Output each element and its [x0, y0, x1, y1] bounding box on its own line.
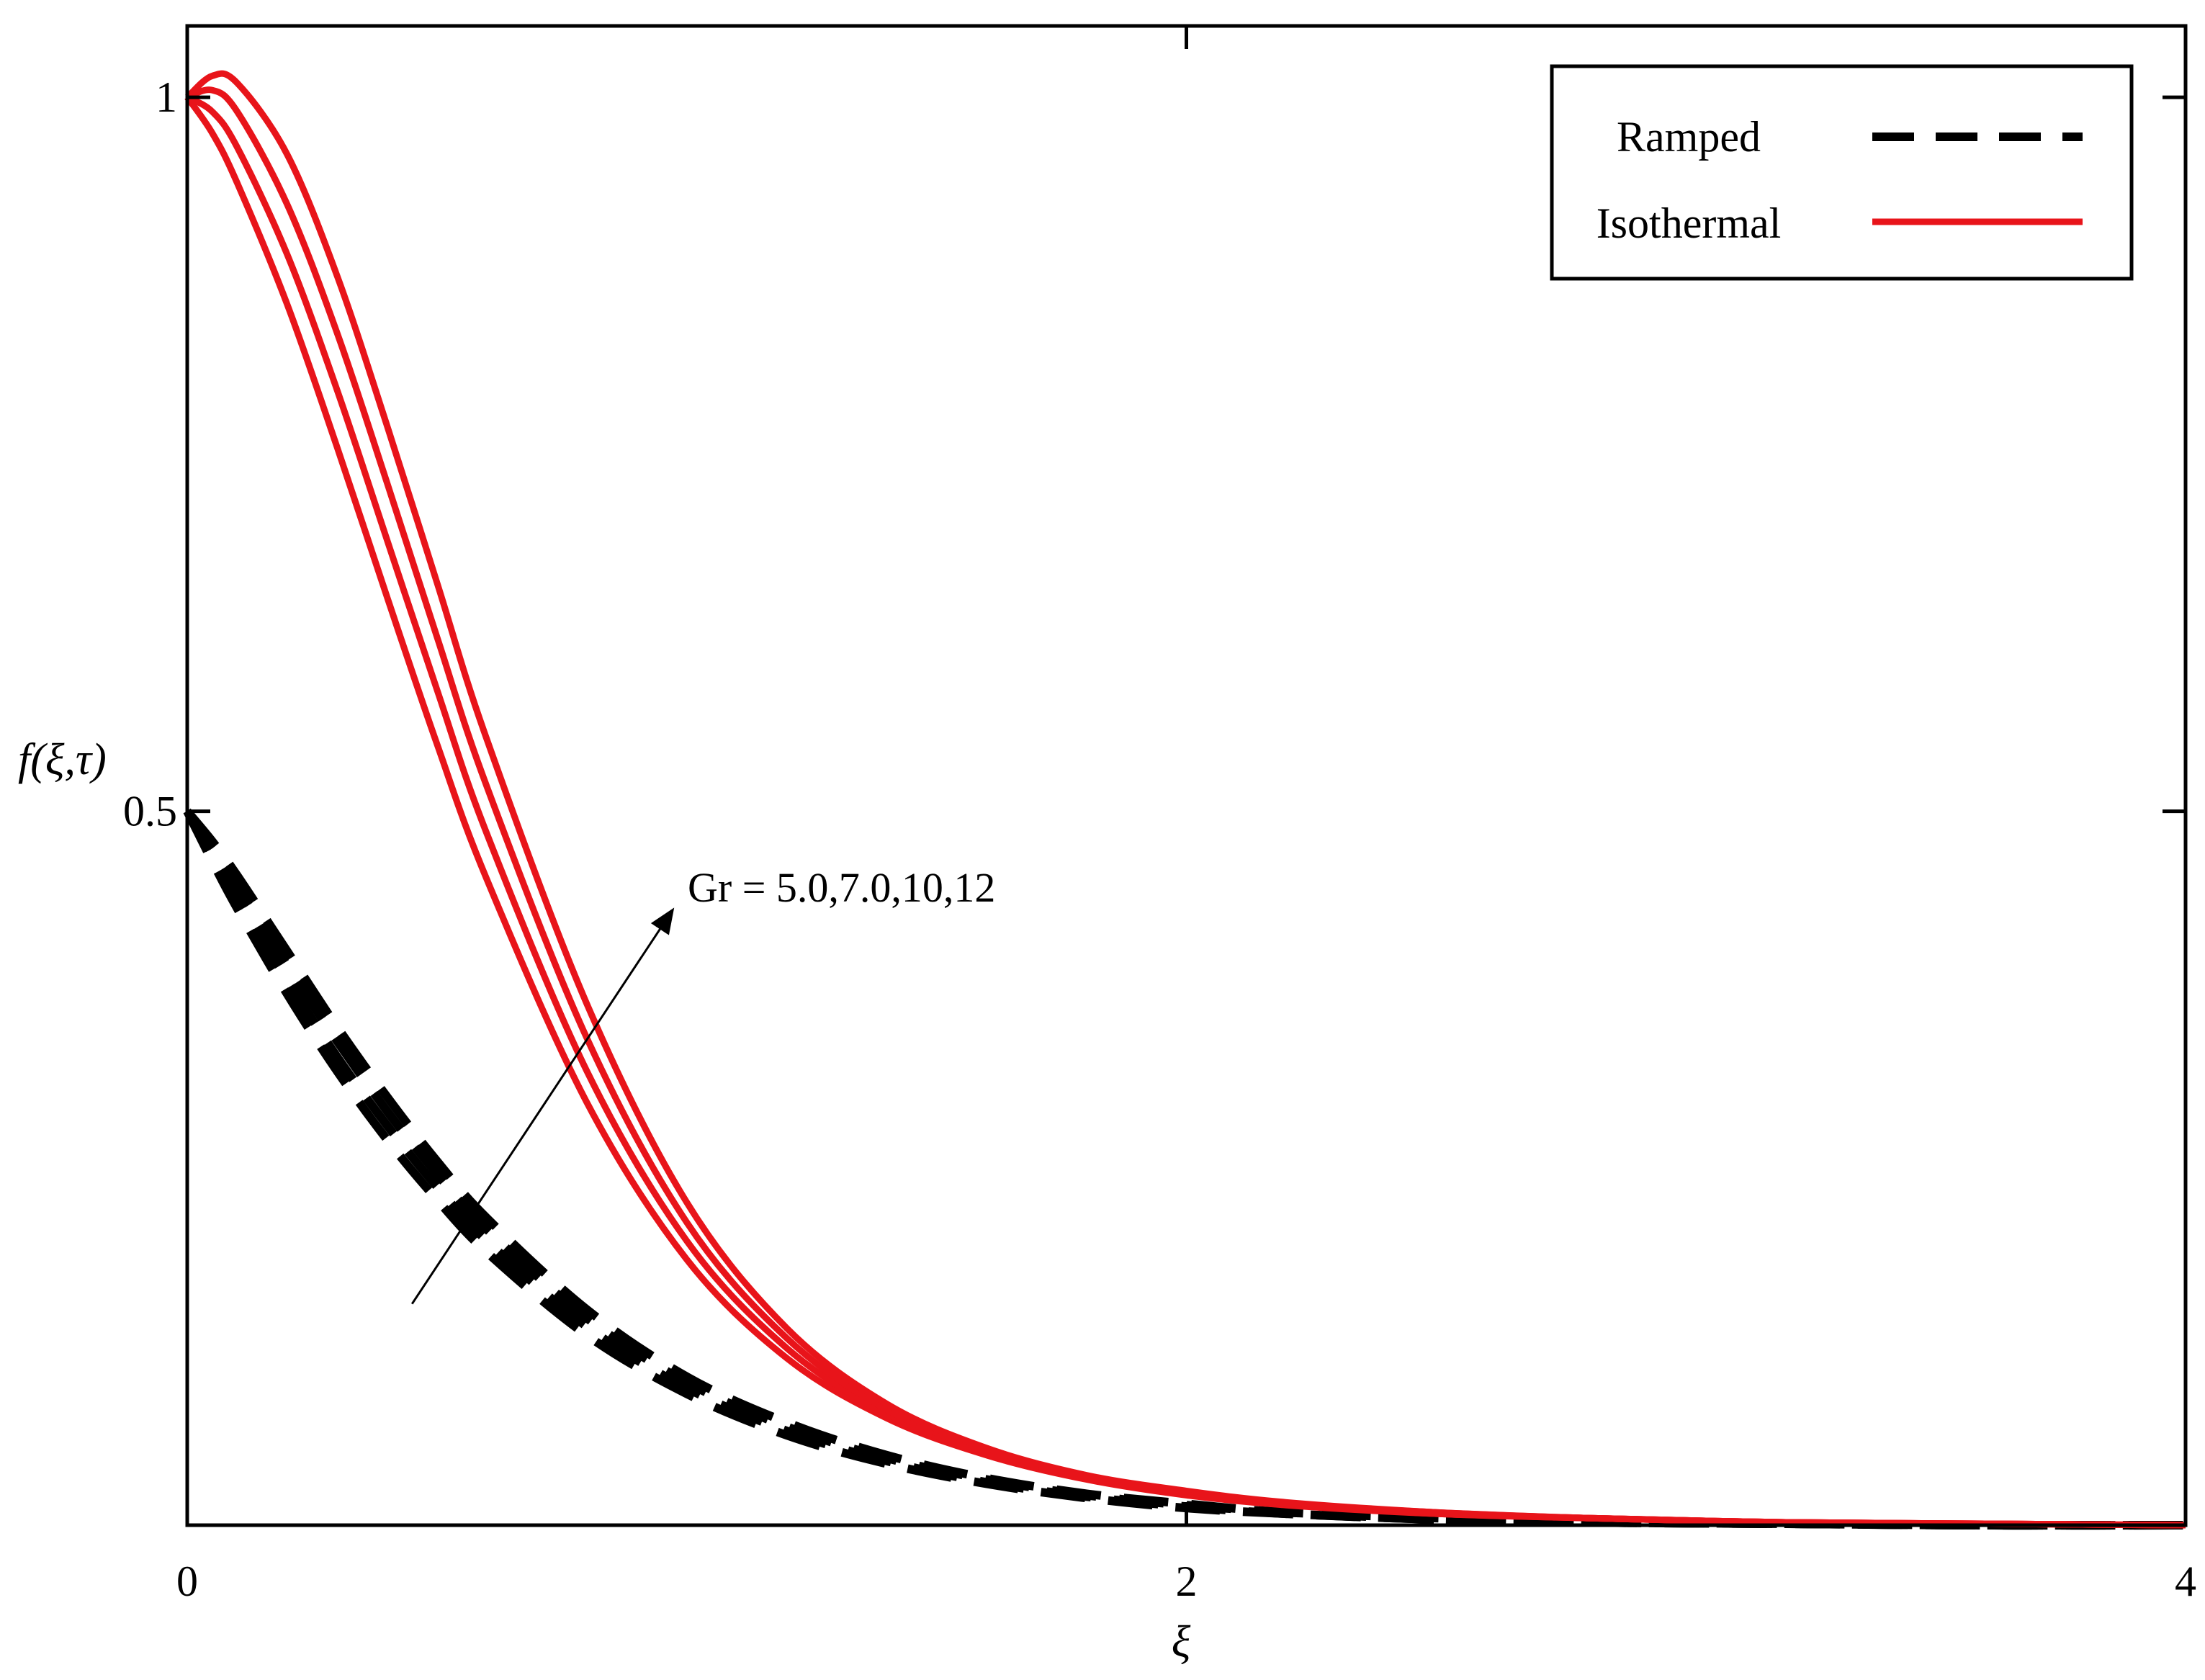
y-tick-label-0: 0.5 [123, 788, 177, 835]
annotation: Gr = 5.0,7.0,10,12 [410, 864, 995, 1305]
legend-box [1550, 64, 2134, 281]
x-tick-label-0: 0 [176, 1558, 198, 1605]
ticks-layer: 0 2 4 0.5 1 [123, 26, 2196, 1605]
series-line-isothermal-4 [184, 95, 2186, 1529]
annotation-text: Gr = 5.0,7.0,10,12 [688, 864, 995, 911]
series-line-isothermal-6 [186, 86, 2186, 1529]
x-axis-label: ξ [1172, 1617, 1191, 1666]
y-axis-label: f(ξ,τ) [18, 735, 107, 784]
legend-label-ramped: Ramped [1617, 113, 1761, 161]
legend-label-isothermal: Isothermal [1597, 199, 1782, 247]
y-tick-label-1: 1 [156, 73, 177, 121]
series-line-isothermal-7 [184, 70, 2186, 1529]
x-tick-label-2: 4 [2175, 1558, 2196, 1605]
series-line-ramped-3 [184, 808, 2186, 1530]
x-tick-label-1: 2 [1176, 1558, 1198, 1605]
series-line-ramped-0 [183, 809, 2186, 1530]
series-line-isothermal-5 [185, 94, 2186, 1529]
series-line-ramped-2 [184, 809, 2186, 1530]
annotation-arrow [410, 907, 675, 1305]
series-line-ramped-1 [183, 809, 2186, 1530]
legend: Ramped Isothermal [1550, 64, 2134, 281]
series-layer [183, 70, 2186, 1530]
